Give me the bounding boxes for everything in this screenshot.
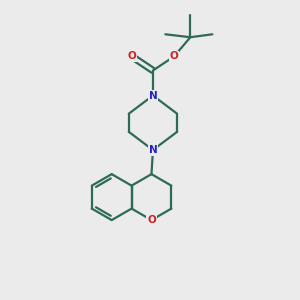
Text: N: N	[148, 91, 157, 100]
Text: O: O	[147, 215, 156, 225]
Text: N: N	[148, 145, 157, 155]
Text: O: O	[128, 51, 136, 62]
Text: O: O	[170, 51, 178, 62]
